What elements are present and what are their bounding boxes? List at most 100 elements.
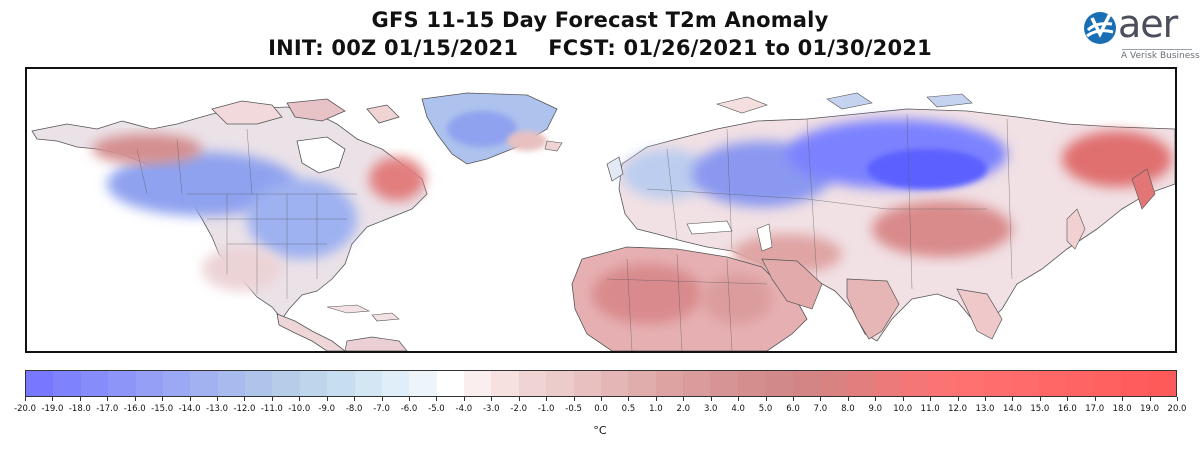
colorbar-swatch	[792, 371, 820, 396]
colorbar-tick-label: 12.0	[948, 404, 968, 414]
colorbar-tick-label: -8.0	[345, 404, 363, 414]
colorbar-tick-label: 3.0	[703, 404, 718, 414]
colorbar-tick-label: 0.0	[594, 404, 608, 414]
colorbar-tick-mark	[1039, 397, 1041, 401]
anomaly-map	[25, 67, 1177, 353]
colorbar-tick-mark	[381, 397, 383, 401]
colorbar-swatch	[765, 371, 793, 396]
colorbar-swatch	[327, 371, 355, 396]
colorbar-tick-mark	[573, 397, 575, 401]
colorbar-tick-label: -15.0	[151, 404, 174, 414]
colorbar-tick-mark	[601, 397, 602, 401]
colorbar-swatch	[135, 371, 163, 396]
colorbar-swatch	[573, 371, 601, 396]
na-cold-core	[107, 152, 297, 216]
colorbar-tick-mark	[902, 397, 904, 401]
east-siberia-warm	[1062, 131, 1172, 187]
colorbar-swatch	[162, 371, 191, 396]
colorbar-swatch	[26, 371, 54, 396]
north-america	[31, 98, 428, 351]
colorbar-swatch	[217, 371, 245, 396]
colorbar-swatch	[464, 371, 492, 396]
colorbar-tick-mark	[546, 397, 548, 401]
colorbar-tick-label: -20.0	[14, 404, 36, 414]
colorbar-tick-label: 13.0	[975, 404, 995, 414]
colorbar-tick-mark	[244, 397, 246, 401]
colorbar-swatch	[546, 371, 574, 396]
arabia	[761, 258, 823, 310]
colorbar-tick-mark	[957, 397, 959, 401]
colorbar-tick-mark	[436, 397, 438, 401]
colorbar-tick-mark	[52, 397, 54, 401]
iceland	[544, 140, 563, 152]
colorbar-tick-mark	[326, 397, 328, 401]
aer-logo-text: aer	[1118, 2, 1178, 46]
colorbar-swatch	[984, 371, 1012, 396]
colorbar-tick-mark	[1067, 397, 1069, 401]
colorbar-tick-label: -13.0	[206, 404, 228, 414]
colorbar-swatch	[1148, 371, 1176, 396]
colorbar-tick-label: -17.0	[96, 404, 119, 414]
british-isles	[606, 156, 624, 182]
colorbar-unit-label: °C	[593, 424, 607, 437]
colorbar-tick-label: -19.0	[41, 404, 64, 414]
colorbar-swatch	[1038, 371, 1067, 396]
colorbar-swatch	[1066, 371, 1094, 396]
colorbar-swatch	[819, 371, 848, 396]
colorbar-tick-label: -4.0	[455, 404, 473, 414]
logo-tagline: A Verisk Business	[1121, 51, 1200, 61]
colorbar-swatch	[190, 371, 218, 396]
colorbar-swatch	[902, 371, 930, 396]
colorbar-tick-label: -1.0	[537, 404, 555, 414]
colorbar-tick-mark	[847, 397, 849, 401]
anomaly-map-svg	[31, 92, 1175, 351]
colorbar-tick-mark	[738, 397, 740, 401]
colorbar-tick-label: 18.0	[1112, 404, 1132, 414]
colorbar-swatch	[1121, 371, 1149, 396]
colorbar-tick-label: -0.5	[565, 404, 582, 414]
colorbar-tick-label: -5.0	[428, 404, 445, 414]
india	[846, 278, 900, 340]
alaska-warm	[92, 134, 202, 164]
colorbar-swatch	[710, 371, 738, 396]
africa	[571, 246, 823, 351]
colorbar-tick-mark	[491, 397, 493, 401]
chart-title: GFS 11-15 Day Forecast T2m Anomaly	[371, 8, 829, 32]
colorbar-ticks: -20.0 -19.0 -18.0 -17.0 -16.0 -15.0 -14.0 -13.0…	[14, 397, 1186, 417]
colorbar-tick-label: 2.0	[676, 404, 691, 414]
colorbar-tick-label: 9.0	[868, 404, 883, 414]
colorbar-swatch	[299, 371, 328, 396]
colorbar-tick-label: 14.0	[1002, 404, 1022, 414]
colorbar-swatch	[381, 371, 410, 396]
colorbar-swatch	[628, 371, 656, 396]
colorbar-swatch	[409, 371, 437, 396]
colorbar-tick-mark	[217, 397, 218, 401]
colorbar-tick-label: 15.0	[1030, 404, 1050, 414]
colorbar-tick-mark	[628, 397, 630, 401]
mongolia-warm	[872, 201, 1012, 257]
south-america	[344, 336, 408, 351]
eurasia	[606, 92, 1175, 342]
colorbar-tick-mark	[683, 397, 685, 401]
colorbar-tick-mark	[985, 397, 986, 401]
colorbar-swatch	[491, 371, 519, 396]
colorbar-tick-mark	[299, 397, 301, 401]
forecast-window: FCST: 01/26/2021 to 01/30/2021	[548, 36, 932, 60]
colorbar-swatch	[929, 371, 957, 396]
central-america	[276, 313, 346, 351]
colorbar-swatch	[245, 371, 273, 396]
colorbar-swatch	[874, 371, 902, 396]
colorbar-tick-label: 0.5	[621, 404, 636, 414]
colorbar-tick-mark	[1149, 397, 1151, 401]
colorbar-tick-mark	[162, 397, 164, 401]
colorbar-swatch	[518, 371, 547, 396]
colorbar-tick-mark	[820, 397, 822, 401]
colorbar-tick-label: -9.0	[318, 404, 335, 414]
colorbar-tick-label: 1.0	[649, 404, 663, 414]
colorbar-swatch	[53, 371, 81, 396]
sahara-warm	[592, 264, 702, 324]
colorbar	[25, 370, 1177, 397]
colorbar-swatch	[1011, 371, 1039, 396]
colorbar-tick-label: -18.0	[68, 404, 91, 414]
colorbar-tick-mark	[107, 397, 109, 401]
